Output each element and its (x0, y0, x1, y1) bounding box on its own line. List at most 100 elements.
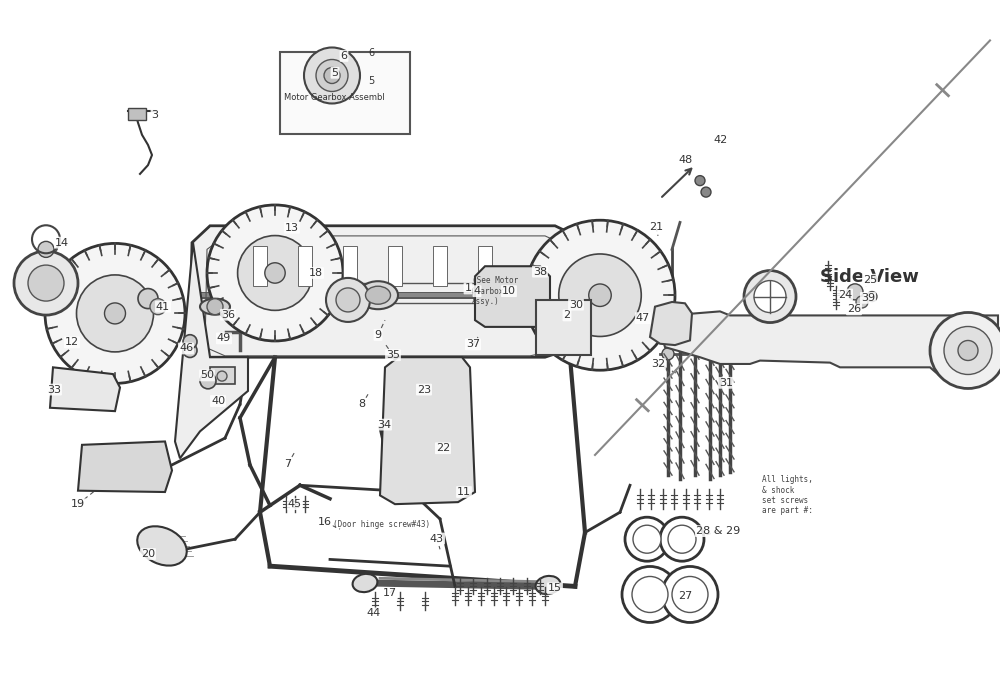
Ellipse shape (200, 299, 230, 315)
Polygon shape (190, 226, 590, 357)
Polygon shape (175, 243, 248, 458)
Text: 25: 25 (863, 275, 877, 284)
Polygon shape (660, 311, 998, 376)
Text: 14: 14 (55, 238, 69, 247)
Circle shape (316, 59, 348, 92)
Bar (253, 246, 267, 286)
Bar (128, 108, 146, 120)
Bar (280, 52, 410, 134)
Circle shape (207, 205, 343, 341)
Circle shape (754, 280, 786, 313)
Ellipse shape (536, 576, 560, 594)
Text: 44: 44 (367, 609, 381, 618)
Text: 36: 36 (221, 310, 235, 319)
Circle shape (326, 278, 370, 322)
Circle shape (958, 340, 978, 361)
Circle shape (238, 236, 312, 310)
Text: 26: 26 (847, 305, 861, 314)
Text: 15: 15 (548, 584, 562, 593)
Circle shape (336, 288, 360, 312)
Circle shape (217, 371, 227, 381)
Text: 43: 43 (430, 534, 444, 543)
Polygon shape (210, 367, 235, 384)
Text: 6: 6 (340, 51, 348, 61)
Text: 10: 10 (502, 286, 516, 296)
Ellipse shape (358, 281, 398, 309)
Circle shape (668, 525, 696, 553)
Text: parts: parts (389, 282, 471, 311)
Circle shape (632, 576, 668, 613)
Bar (478, 246, 492, 286)
Polygon shape (78, 441, 172, 492)
Text: 30: 30 (569, 300, 583, 309)
Circle shape (265, 263, 285, 283)
Text: 24: 24 (838, 290, 852, 299)
Text: 48: 48 (679, 155, 693, 164)
Polygon shape (475, 266, 550, 327)
Text: 9: 9 (374, 330, 382, 340)
Text: 12: 12 (65, 338, 79, 347)
Circle shape (183, 344, 197, 357)
Text: 13: 13 (285, 223, 299, 233)
Text: 39: 39 (861, 293, 875, 303)
Circle shape (589, 284, 611, 307)
Text: 47: 47 (636, 313, 650, 323)
Circle shape (76, 275, 154, 352)
Text: 27: 27 (678, 591, 692, 601)
Polygon shape (380, 357, 475, 504)
Text: 50: 50 (200, 371, 214, 380)
Text: (See Motor
Gearbox
Assy.): (See Motor Gearbox Assy.) (472, 276, 518, 306)
Bar (433, 246, 447, 286)
Circle shape (207, 299, 223, 315)
Text: 2: 2 (563, 311, 571, 320)
Circle shape (674, 317, 686, 330)
Circle shape (150, 299, 166, 315)
Text: 5: 5 (368, 76, 374, 86)
Text: 20: 20 (141, 549, 155, 559)
Text: 49: 49 (217, 334, 231, 343)
Text: 46: 46 (179, 344, 193, 353)
Text: 38: 38 (533, 267, 547, 276)
Circle shape (525, 220, 675, 370)
Circle shape (38, 241, 54, 257)
Ellipse shape (137, 526, 187, 565)
Circle shape (704, 331, 716, 343)
Circle shape (714, 334, 726, 346)
Circle shape (660, 517, 704, 561)
Text: 11: 11 (457, 487, 471, 497)
Text: All lights,
& shock
set screws
are part #:: All lights, & shock set screws are part … (762, 475, 813, 516)
Text: 34: 34 (377, 420, 391, 429)
Circle shape (45, 243, 185, 384)
Circle shape (662, 348, 674, 360)
Circle shape (744, 270, 796, 323)
Text: 4: 4 (473, 286, 481, 296)
Text: 45: 45 (288, 499, 302, 509)
Text: 37: 37 (466, 340, 480, 349)
Circle shape (28, 265, 64, 301)
Polygon shape (50, 367, 120, 411)
Ellipse shape (353, 574, 377, 592)
Text: Motor Gearbox Assembl: Motor Gearbox Assembl (284, 93, 384, 102)
Circle shape (324, 67, 340, 84)
Circle shape (662, 566, 718, 623)
Text: 42: 42 (714, 135, 728, 144)
Circle shape (689, 324, 701, 336)
Circle shape (14, 251, 78, 315)
Circle shape (183, 335, 197, 348)
Text: 5: 5 (332, 68, 338, 78)
Text: 3: 3 (152, 110, 158, 119)
Circle shape (856, 296, 868, 308)
Text: 19: 19 (71, 499, 85, 509)
Text: (Door hinge screw#43): (Door hinge screw#43) (333, 520, 430, 529)
Text: 17: 17 (383, 588, 397, 598)
Text: 41: 41 (156, 302, 170, 311)
Text: 18: 18 (309, 268, 323, 278)
Text: 22: 22 (436, 443, 450, 453)
Text: 16: 16 (318, 518, 332, 527)
Text: 6: 6 (368, 48, 374, 58)
Circle shape (625, 517, 669, 561)
Bar (388, 246, 402, 286)
Text: 23: 23 (417, 385, 431, 394)
Text: 28 & 29: 28 & 29 (696, 526, 740, 536)
Circle shape (200, 373, 216, 389)
